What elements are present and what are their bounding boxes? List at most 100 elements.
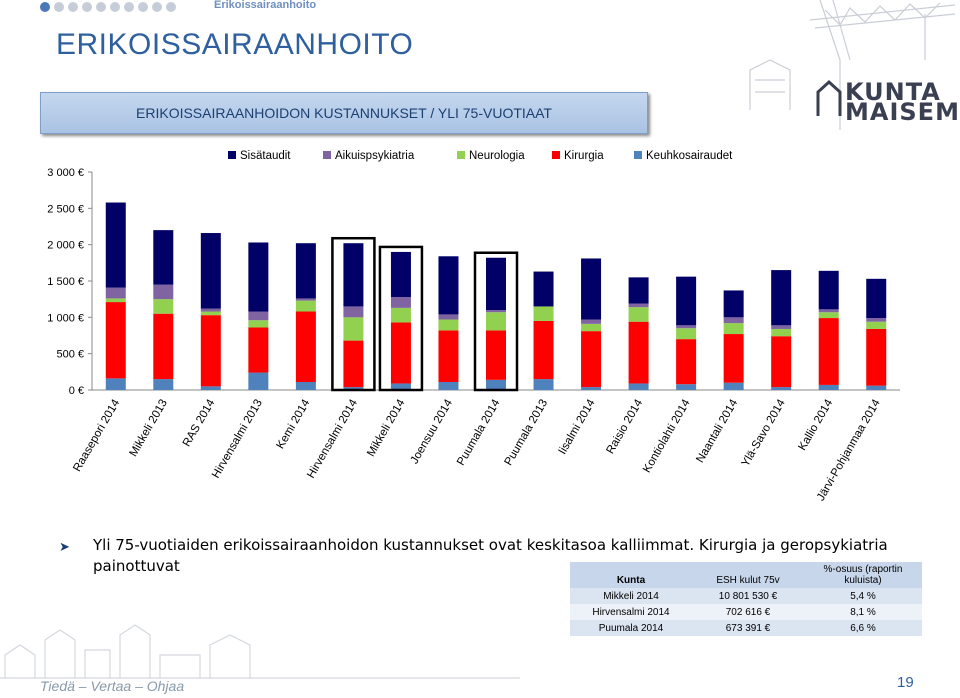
y-tick-label: 1 000 € xyxy=(47,312,84,324)
y-tick-label: 500 € xyxy=(56,349,84,361)
x-tick-label: Kallio 2014 xyxy=(796,397,835,453)
legend-swatch xyxy=(634,151,642,159)
bar-segment-kirurgia xyxy=(295,311,316,383)
crane-sketch-decoration xyxy=(749,0,956,130)
pager-dot[interactable] xyxy=(166,2,176,12)
bar-segment-aikuispsykiatria xyxy=(248,311,269,321)
bar-segment-keuhkosairaudet xyxy=(438,382,459,390)
bar-segment-aikuispsykiatria xyxy=(438,314,459,320)
bullet-arrow-icon: ➤ xyxy=(59,539,70,554)
x-tick-label: Raisio 2014 xyxy=(604,397,645,456)
x-tick-label: Iisalmi 2014 xyxy=(557,397,598,457)
pager-dot[interactable] xyxy=(96,2,106,12)
bar-segment-keuhkosairaudet xyxy=(295,382,316,390)
table-header-cell: ESH kulut 75v xyxy=(692,562,804,588)
bar-segment-kirurgia xyxy=(438,330,459,383)
bar-segment-kirurgia xyxy=(105,302,126,379)
bar-segment-neurologia xyxy=(723,323,744,335)
bar-segment-kirurgia xyxy=(676,339,697,385)
bar-segment-sisätaudit xyxy=(723,290,744,318)
x-tick-label: Mikkeli 2013 xyxy=(128,398,170,459)
pager-dot[interactable] xyxy=(68,2,78,12)
bar-segment-aikuispsykiatria xyxy=(153,284,174,300)
legend-label: Neurologia xyxy=(469,150,525,162)
bar-segment-kirurgia xyxy=(723,334,744,383)
y-tick-label: 3 000 € xyxy=(47,167,84,179)
bar-segment-kirurgia xyxy=(153,313,174,380)
x-tick-label: Kemi 2014 xyxy=(275,397,313,451)
table-row: Mikkeli 2014 10 801 530 € 5,4 % xyxy=(570,588,922,604)
bar-segment-sisätaudit xyxy=(581,258,602,320)
bar-segment-aikuispsykiatria xyxy=(771,325,792,329)
bar-segment-kirurgia xyxy=(866,328,887,386)
table-cell: Puumala 2014 xyxy=(570,620,692,636)
city-sketch-decoration xyxy=(0,624,520,679)
table-cell: 702 616 € xyxy=(692,604,804,620)
bar-segment-sisätaudit xyxy=(533,271,554,307)
bar-segment-kirurgia xyxy=(771,336,792,388)
pager-dot[interactable] xyxy=(110,2,120,12)
x-tick-label: Puumala 2014 xyxy=(455,397,503,468)
legend-swatch xyxy=(228,151,236,159)
y-tick-label: 2 000 € xyxy=(47,240,84,252)
bar-segment-aikuispsykiatria xyxy=(628,303,649,308)
pager-dot[interactable] xyxy=(82,2,92,12)
bar-segment-neurologia xyxy=(581,323,602,332)
x-tick-label: Joensuu 2014 xyxy=(409,397,456,466)
pager-dot[interactable] xyxy=(152,2,162,12)
bullet-text: Yli 75-vuotiaiden erikoissairaanhoidon k… xyxy=(93,536,888,575)
table-cell: Hirvensalmi 2014 xyxy=(570,604,692,620)
bar-segment-neurologia xyxy=(295,300,316,312)
bar-segment-keuhkosairaudet xyxy=(818,384,839,390)
bar-segment-keuhkosairaudet xyxy=(248,372,269,390)
bar-segment-sisätaudit xyxy=(153,230,174,285)
bar-segment-keuhkosairaudet xyxy=(533,379,554,390)
bar-segment-kirurgia xyxy=(486,330,506,380)
pager-dot[interactable] xyxy=(138,2,148,12)
x-tick-label: Hirvensalmi 2014 xyxy=(305,397,360,480)
legend-label: Kirurgia xyxy=(564,150,604,162)
bar-segment-neurologia xyxy=(105,298,126,303)
highlight-box xyxy=(473,251,519,392)
table-cell: 5,4 % xyxy=(804,588,922,604)
bar-segment-aikuispsykiatria xyxy=(818,309,839,313)
bar-segment-neurologia xyxy=(866,321,887,329)
legend-label: Sisätaudit xyxy=(240,150,291,162)
bar-segment-sisätaudit xyxy=(105,202,126,288)
bar-segment-keuhkosairaudet xyxy=(486,379,506,390)
bar-segment-neurologia xyxy=(818,312,839,319)
legend-swatch xyxy=(323,151,331,159)
bar-segment-keuhkosairaudet xyxy=(581,387,602,390)
pager-dot-active[interactable] xyxy=(40,2,50,12)
bar-segment-kirurgia xyxy=(818,318,839,385)
bar-segment-kirurgia xyxy=(628,321,649,384)
legend-swatch xyxy=(457,151,465,159)
bar-segment-aikuispsykiatria xyxy=(723,317,744,324)
bar-segment-sisätaudit xyxy=(343,243,364,307)
bar-segment-sisätaudit xyxy=(771,270,792,326)
bar-segment-keuhkosairaudet xyxy=(200,386,221,390)
logo-house-icon xyxy=(816,79,842,116)
bar-segment-sisätaudit xyxy=(676,276,697,326)
slide-pager[interactable] xyxy=(40,2,176,12)
bar-segment-aikuispsykiatria xyxy=(295,298,316,301)
bar-segment-aikuispsykiatria xyxy=(866,318,887,322)
bar-segment-sisätaudit xyxy=(818,270,839,310)
bar-segment-sisätaudit xyxy=(295,243,316,299)
pager-dot[interactable] xyxy=(124,2,134,12)
bar-segment-aikuispsykiatria xyxy=(343,306,364,318)
bar-segment-neurologia xyxy=(628,307,649,322)
footer-slogan: Tiedä – Vertaa – Ohjaa xyxy=(40,678,185,694)
table-cell: 10 801 530 € xyxy=(692,588,804,604)
x-tick-label: Kontiolahti 2014 xyxy=(641,397,693,475)
bar-segment-aikuispsykiatria xyxy=(581,319,602,324)
bar-segment-kirurgia xyxy=(533,320,554,380)
bar-segment-keuhkosairaudet xyxy=(676,384,697,390)
table-header-cell: Kunta xyxy=(570,562,692,588)
pager-dot[interactable] xyxy=(54,2,64,12)
legend-swatch xyxy=(552,151,560,159)
logo-line1: KUNTA xyxy=(845,78,941,106)
page-title: ERIKOISSAIRAANHOITO xyxy=(56,28,414,61)
highlight-box xyxy=(378,245,424,392)
bar-segment-kirurgia xyxy=(343,340,364,388)
